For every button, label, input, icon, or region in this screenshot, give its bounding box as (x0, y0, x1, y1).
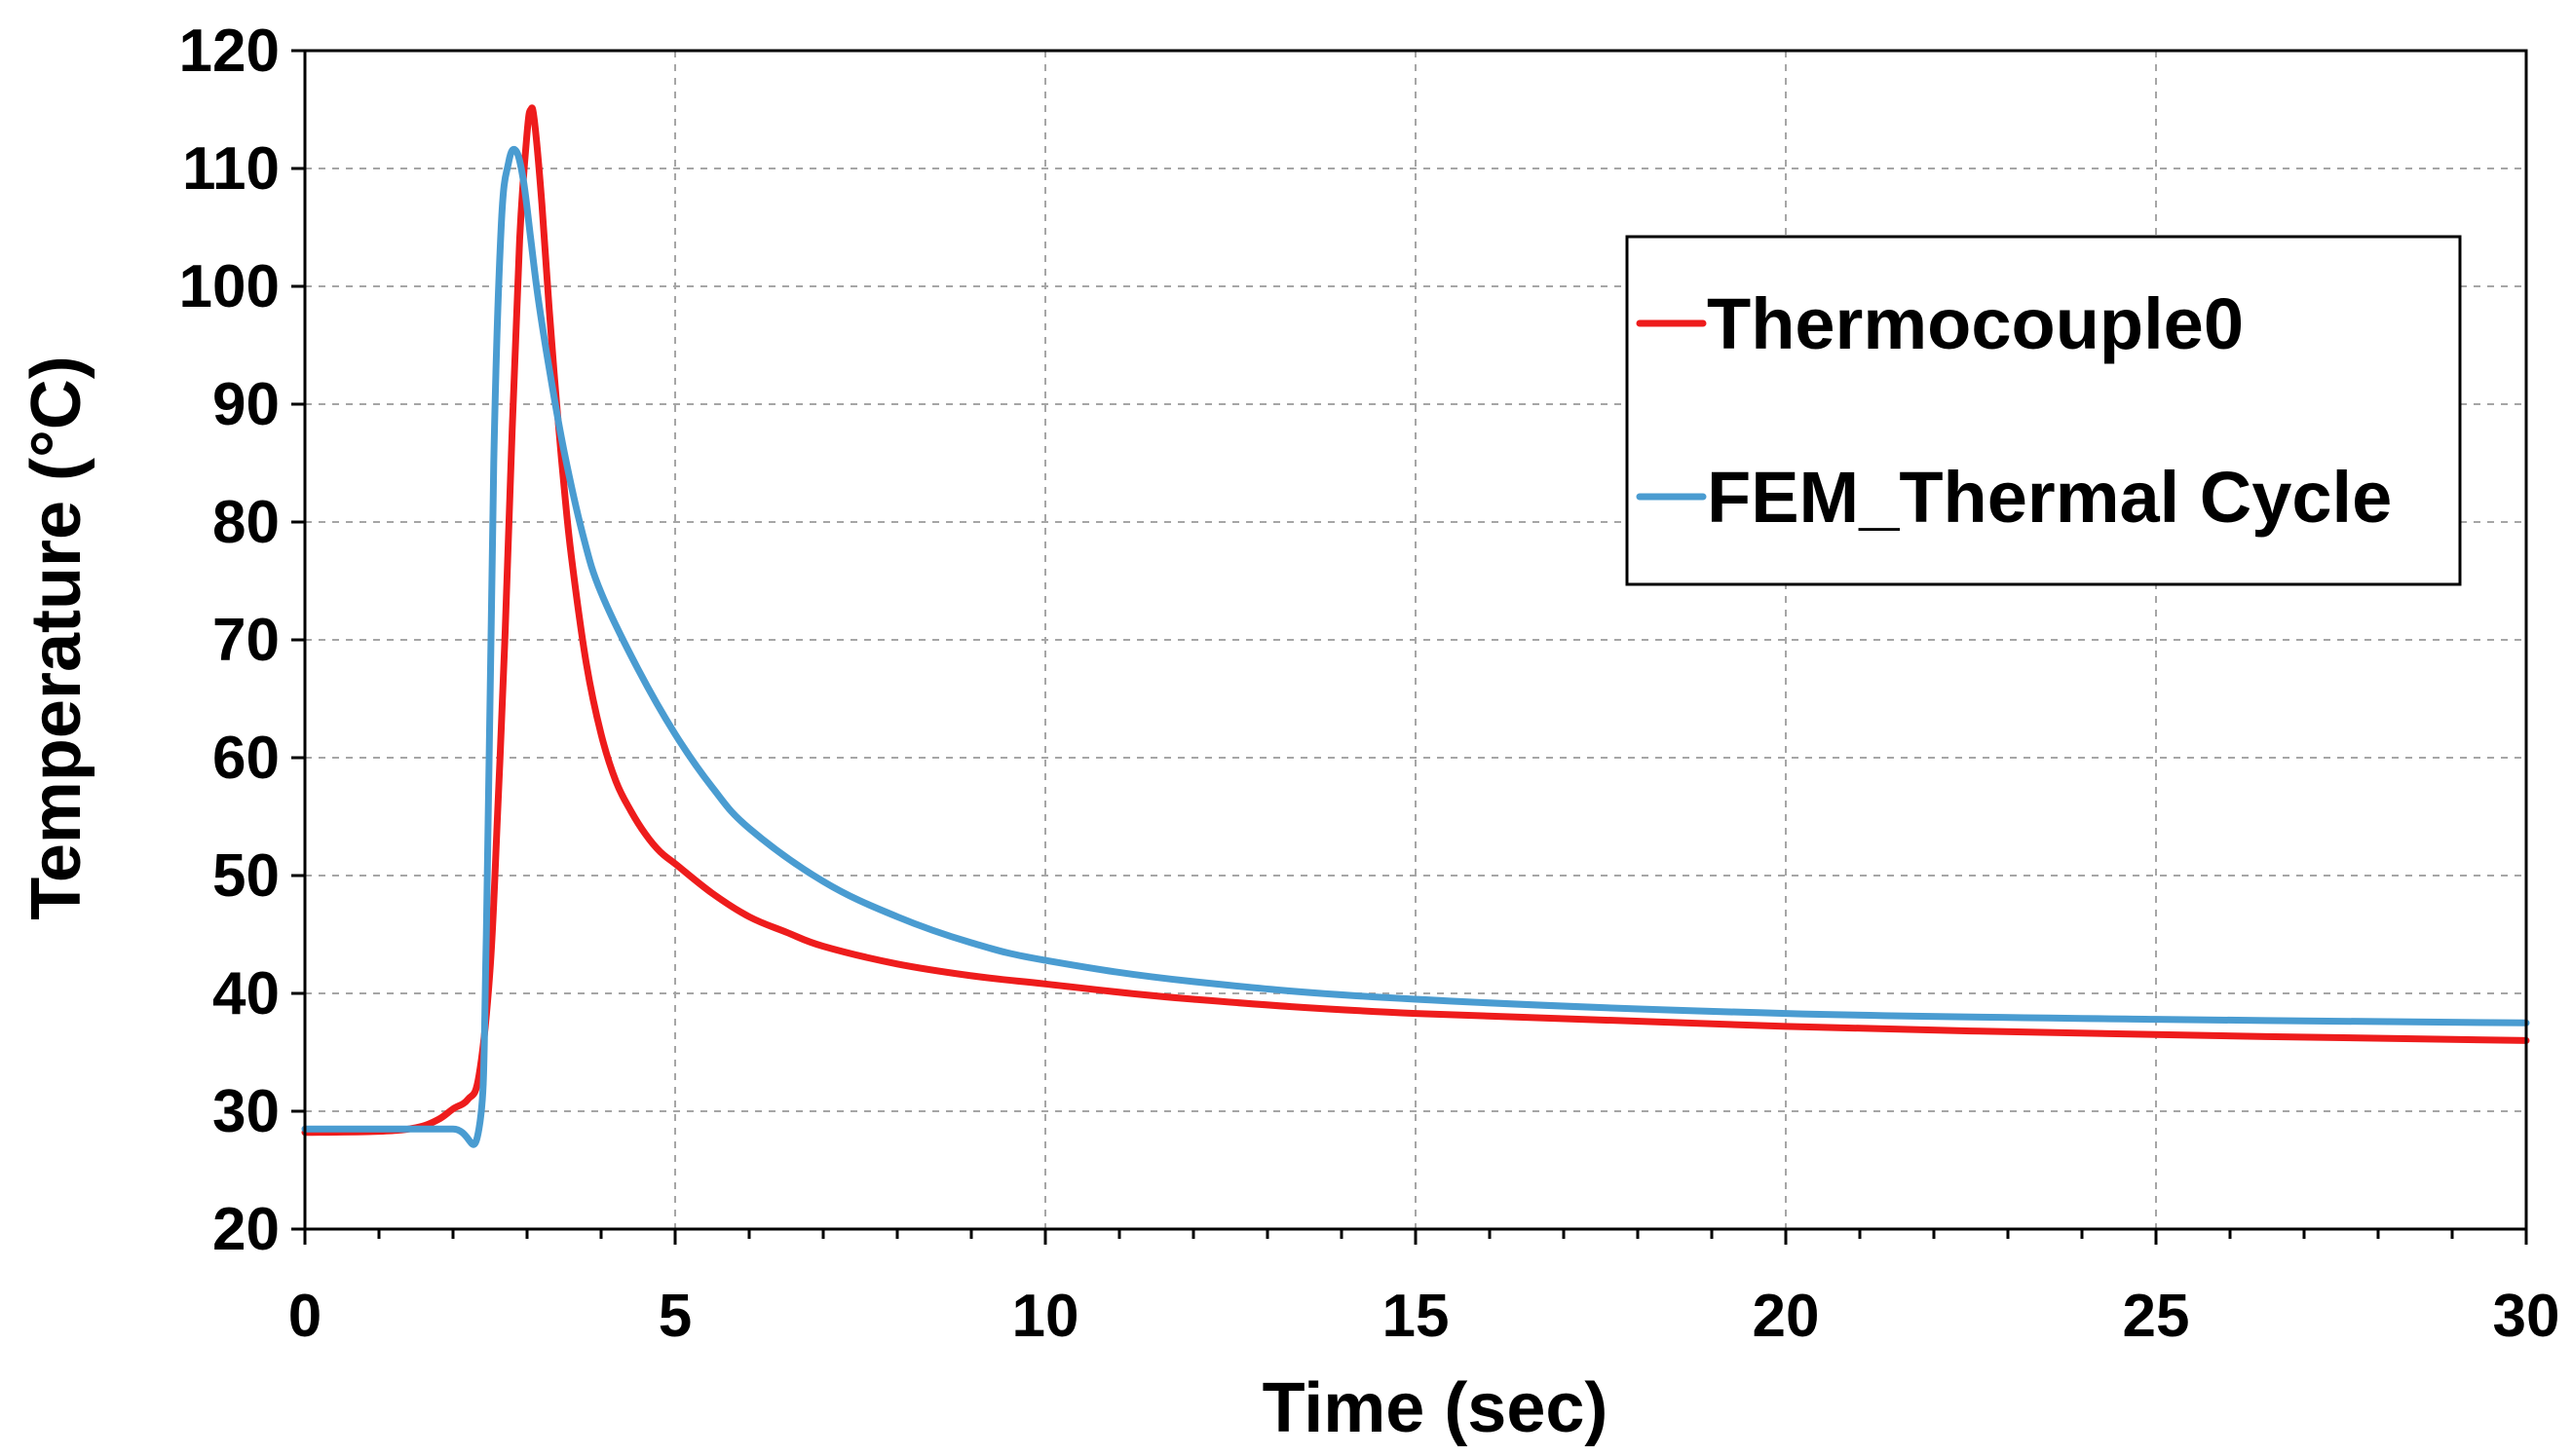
y-tick-label: 80 (212, 489, 280, 556)
x-tick-label: 25 (2123, 1283, 2190, 1350)
legend-label-thermocouple0: Thermocouple0 (1707, 283, 2244, 364)
tick-labels: 20 30 40 50 60 70 80 90 100 110 120 0 5 10 15 20 25 30 (179, 18, 2560, 1350)
y-tick-label: 50 (212, 842, 280, 910)
series-layer (301, 104, 2530, 1148)
x-tick-label: 15 (1382, 1283, 1450, 1350)
y-tick-label: 40 (212, 960, 280, 1027)
y-axis-title: Temperature (°C) (18, 355, 95, 920)
legend: Thermocouple0 FEM_Thermal Cycle (1625, 235, 2462, 586)
x-tick-label: 10 (1012, 1283, 1079, 1350)
y-tick-label: 30 (212, 1078, 280, 1145)
y-tick-label: 20 (212, 1196, 280, 1263)
x-axis-title: Time (sec) (1263, 1369, 1608, 1447)
series-line-thermocouple0 (301, 104, 2530, 1137)
axis-ticks (291, 49, 2528, 1245)
x-tick-label: 0 (288, 1283, 322, 1350)
y-tick-label: 100 (179, 253, 280, 320)
y-tick-label: 120 (179, 18, 280, 85)
x-tick-label: 5 (659, 1283, 692, 1350)
y-tick-label: 70 (212, 607, 280, 674)
y-tick-label: 110 (182, 135, 280, 203)
legend-label-fem-thermal-cycle: FEM_Thermal Cycle (1707, 457, 2392, 538)
y-tick-label: 90 (212, 371, 280, 438)
y-tick-label: 60 (212, 725, 280, 792)
x-tick-label: 20 (1753, 1283, 1820, 1350)
x-tick-label: 30 (2493, 1283, 2560, 1350)
legend-box (1625, 235, 2462, 586)
gridlines (305, 51, 2526, 1229)
series-line-fem-thermal-cycle (301, 145, 2530, 1148)
